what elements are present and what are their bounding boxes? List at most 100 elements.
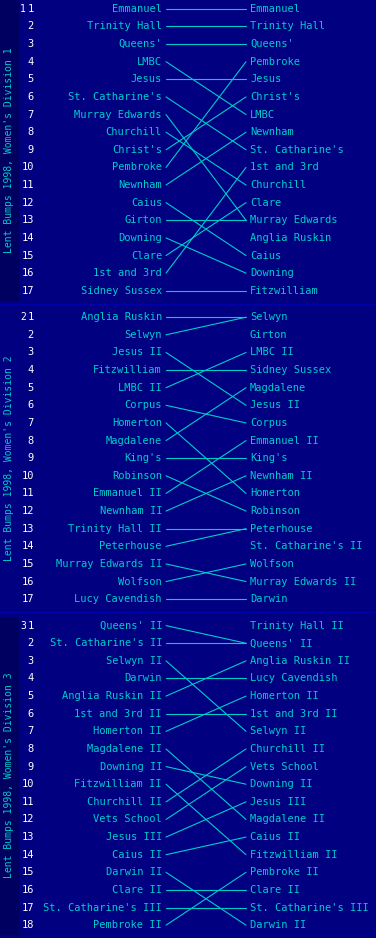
Text: Lent Bumps 1998, Women's Division 1: Lent Bumps 1998, Women's Division 1	[4, 47, 14, 252]
Text: 11: 11	[21, 796, 34, 807]
Text: Corpus: Corpus	[124, 401, 162, 410]
Text: 18: 18	[21, 920, 34, 930]
Text: LMBC II: LMBC II	[118, 383, 162, 393]
Text: Caius: Caius	[131, 198, 162, 207]
Text: 16: 16	[21, 577, 34, 586]
Text: 2: 2	[20, 312, 26, 323]
Text: Jesus II: Jesus II	[112, 347, 162, 357]
Text: Pembroke: Pembroke	[112, 162, 162, 173]
Text: Queens': Queens'	[118, 39, 162, 49]
Text: Corpus: Corpus	[250, 418, 288, 428]
Text: Anglia Ruskin II: Anglia Ruskin II	[62, 691, 162, 701]
Text: Selwyn II: Selwyn II	[250, 726, 306, 736]
Text: Magdalene: Magdalene	[250, 383, 306, 393]
Text: 9: 9	[28, 762, 34, 772]
Text: Pembroke: Pembroke	[250, 56, 300, 67]
Text: 6: 6	[28, 401, 34, 410]
Text: 17: 17	[21, 902, 34, 913]
Text: LMBC: LMBC	[250, 110, 275, 119]
Text: King's: King's	[124, 453, 162, 463]
Text: 3: 3	[28, 39, 34, 49]
Text: 1: 1	[20, 4, 26, 14]
Text: Trinity Hall II: Trinity Hall II	[68, 523, 162, 534]
Text: 5: 5	[28, 383, 34, 393]
Text: Trinity Hall: Trinity Hall	[87, 22, 162, 32]
Text: St. Catharine's III: St. Catharine's III	[43, 902, 162, 913]
Text: 15: 15	[21, 559, 34, 569]
Text: 9: 9	[28, 453, 34, 463]
Text: Lucy Cavendish: Lucy Cavendish	[250, 673, 338, 684]
Text: 5: 5	[28, 74, 34, 84]
Text: 17: 17	[21, 286, 34, 295]
Text: Anglia Ruskin: Anglia Ruskin	[81, 312, 162, 323]
Text: St. Catharine's: St. Catharine's	[250, 144, 344, 155]
Text: Girton: Girton	[250, 330, 288, 340]
Text: 1: 1	[28, 4, 34, 14]
Text: Fitzwilliam II: Fitzwilliam II	[250, 850, 338, 860]
Text: Homerton II: Homerton II	[93, 726, 162, 736]
Text: Magdalene II: Magdalene II	[87, 744, 162, 754]
Text: Fitzwilliam: Fitzwilliam	[93, 365, 162, 375]
Text: 15: 15	[21, 868, 34, 877]
Text: 14: 14	[21, 850, 34, 860]
Text: 7: 7	[28, 110, 34, 119]
Text: Queens' II: Queens' II	[100, 621, 162, 630]
Text: Peterhouse: Peterhouse	[250, 523, 312, 534]
Text: Fitzwilliam II: Fitzwilliam II	[74, 779, 162, 789]
Text: 14: 14	[21, 541, 34, 552]
Text: Murray Edwards: Murray Edwards	[74, 110, 162, 119]
Text: Darwin: Darwin	[250, 594, 288, 604]
Text: 3: 3	[28, 656, 34, 666]
Text: Newnham II: Newnham II	[100, 507, 162, 516]
Text: 2: 2	[28, 22, 34, 32]
Text: 4: 4	[28, 56, 34, 67]
Text: 15: 15	[21, 250, 34, 261]
Text: Murray Edwards: Murray Edwards	[250, 216, 338, 225]
Text: 9: 9	[28, 144, 34, 155]
Text: Caius: Caius	[250, 250, 281, 261]
Text: 8: 8	[28, 744, 34, 754]
Text: 10: 10	[21, 779, 34, 789]
Text: Newnham: Newnham	[250, 128, 294, 137]
Text: Fitzwilliam: Fitzwilliam	[250, 286, 319, 295]
Text: 1st and 3rd II: 1st and 3rd II	[74, 709, 162, 719]
Text: Emmanuel: Emmanuel	[250, 4, 300, 14]
Text: Trinity Hall II: Trinity Hall II	[250, 621, 344, 630]
Text: Queens': Queens'	[250, 39, 294, 49]
Text: Queens' II: Queens' II	[250, 638, 312, 648]
Text: 11: 11	[21, 489, 34, 498]
Text: Caius II: Caius II	[250, 832, 300, 842]
Text: 12: 12	[21, 814, 34, 825]
Text: LMBC: LMBC	[137, 56, 162, 67]
Text: Downing II: Downing II	[250, 779, 312, 789]
Text: Sidney Sussex: Sidney Sussex	[250, 365, 331, 375]
Text: 4: 4	[28, 365, 34, 375]
Text: Pembroke II: Pembroke II	[250, 868, 319, 877]
Text: 3: 3	[28, 347, 34, 357]
Text: Downing II: Downing II	[100, 762, 162, 772]
Text: St. Catharine's II: St. Catharine's II	[250, 541, 362, 552]
Text: Girton: Girton	[124, 216, 162, 225]
Text: Lent Bumps 1998, Women's Division 3: Lent Bumps 1998, Women's Division 3	[4, 673, 14, 878]
Text: Downing: Downing	[118, 233, 162, 243]
Bar	[0, 0, 18, 299]
Text: 8: 8	[28, 435, 34, 446]
Text: Jesus II: Jesus II	[250, 401, 300, 410]
Text: Clare II: Clare II	[112, 885, 162, 895]
Text: 2: 2	[28, 638, 34, 648]
Text: Jesus: Jesus	[131, 74, 162, 84]
Text: Pembroke II: Pembroke II	[93, 920, 162, 930]
Text: 10: 10	[21, 471, 34, 481]
Bar	[0, 617, 18, 934]
Text: King's: King's	[250, 453, 288, 463]
Text: 16: 16	[21, 268, 34, 279]
Text: Anglia Ruskin: Anglia Ruskin	[250, 233, 331, 243]
Text: Clare II: Clare II	[250, 885, 300, 895]
Text: 6: 6	[28, 92, 34, 102]
Text: Emmanuel II: Emmanuel II	[250, 435, 319, 446]
Text: 1: 1	[28, 621, 34, 630]
Text: Darwin II: Darwin II	[106, 868, 162, 877]
Text: LMBC II: LMBC II	[250, 347, 294, 357]
Text: Magdalene II: Magdalene II	[250, 814, 325, 825]
Text: 16: 16	[21, 885, 34, 895]
